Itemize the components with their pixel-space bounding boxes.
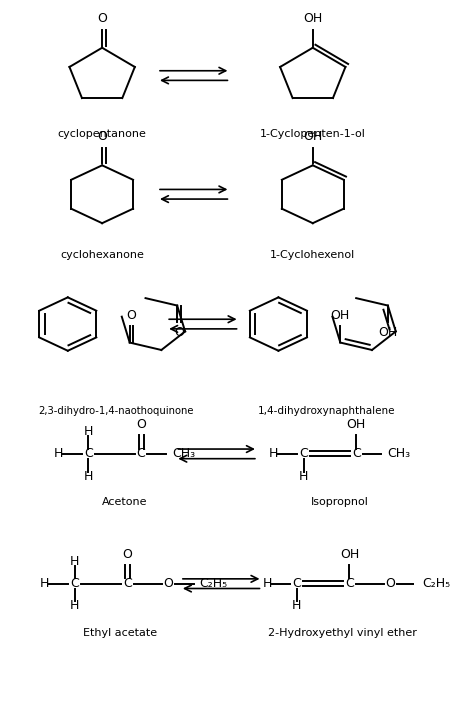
Text: 2-Hydroxyethyl vinyl ether: 2-Hydroxyethyl vinyl ether xyxy=(268,628,417,638)
Text: H: H xyxy=(84,425,93,438)
Text: cyclopentanone: cyclopentanone xyxy=(58,129,147,139)
Text: H: H xyxy=(292,600,302,613)
Text: H: H xyxy=(299,470,308,483)
Text: O: O xyxy=(174,326,184,339)
Text: O: O xyxy=(164,577,173,590)
Text: C: C xyxy=(299,447,308,460)
Text: O: O xyxy=(126,309,136,322)
Text: O: O xyxy=(386,577,396,590)
Text: O: O xyxy=(136,418,146,431)
Text: O: O xyxy=(122,547,132,560)
Text: C: C xyxy=(352,447,360,460)
Text: C: C xyxy=(70,577,79,590)
Text: CH₃: CH₃ xyxy=(387,447,410,460)
Text: H: H xyxy=(262,577,272,590)
Text: Isopropnol: Isopropnol xyxy=(311,497,369,507)
Text: OH: OH xyxy=(378,326,397,339)
Text: 1-Cyclohexenol: 1-Cyclohexenol xyxy=(270,250,356,260)
Text: C: C xyxy=(84,447,93,460)
Text: OH: OH xyxy=(340,547,359,560)
Text: OH: OH xyxy=(331,309,350,322)
Text: H: H xyxy=(54,447,63,460)
Text: C: C xyxy=(123,577,132,590)
Text: H: H xyxy=(70,600,79,613)
Text: 1-Cyclopenten-1-ol: 1-Cyclopenten-1-ol xyxy=(260,129,366,139)
Text: O: O xyxy=(97,12,107,25)
Text: OH: OH xyxy=(303,130,322,143)
Text: C₂H₅: C₂H₅ xyxy=(422,577,450,590)
Text: C: C xyxy=(137,447,145,460)
Text: H: H xyxy=(40,577,50,590)
Text: OH: OH xyxy=(303,12,322,25)
Text: Ethyl acetate: Ethyl acetate xyxy=(83,628,158,638)
Text: H: H xyxy=(70,555,79,568)
Text: 1,4-dihydroxynaphthalene: 1,4-dihydroxynaphthalene xyxy=(258,406,395,416)
Text: OH: OH xyxy=(346,418,366,431)
Text: cyclohexanone: cyclohexanone xyxy=(60,250,144,260)
Text: H: H xyxy=(269,447,279,460)
Text: H: H xyxy=(84,470,93,483)
Text: CH₃: CH₃ xyxy=(172,447,195,460)
Text: O: O xyxy=(97,130,107,143)
Text: C₂H₅: C₂H₅ xyxy=(200,577,228,590)
Text: C: C xyxy=(292,577,301,590)
Text: Acetone: Acetone xyxy=(102,497,148,507)
Text: 2,3-dihydro-1,4-naothoquinone: 2,3-dihydro-1,4-naothoquinone xyxy=(38,406,194,416)
Text: C: C xyxy=(345,577,354,590)
